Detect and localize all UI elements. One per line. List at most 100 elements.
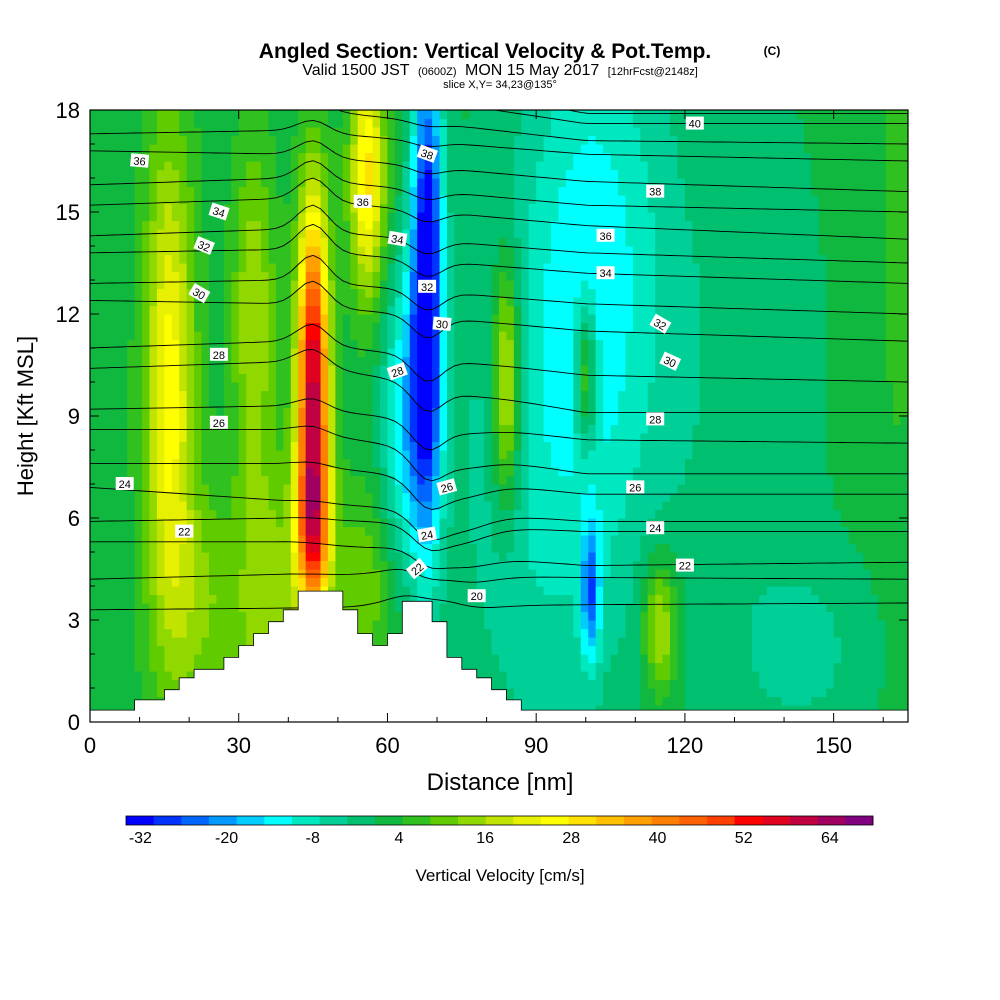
- velocity-cell: [722, 390, 731, 400]
- velocity-cell: [119, 339, 128, 349]
- velocity-cell: [595, 569, 604, 579]
- velocity-cell: [632, 348, 641, 358]
- velocity-cell: [365, 424, 374, 434]
- velocity-cell: [722, 679, 731, 689]
- velocity-cell: [290, 492, 299, 502]
- velocity-cell: [811, 399, 820, 409]
- velocity-cell: [766, 407, 775, 417]
- velocity-cell: [216, 518, 225, 528]
- velocity-cell: [484, 662, 493, 672]
- velocity-cell: [818, 492, 827, 502]
- velocity-cell: [662, 603, 671, 613]
- velocity-cell: [313, 441, 322, 451]
- velocity-cell: [722, 552, 731, 562]
- velocity-cell: [543, 696, 552, 706]
- velocity-cell: [380, 382, 389, 392]
- velocity-cell: [848, 467, 857, 477]
- velocity-cell: [380, 586, 389, 596]
- velocity-cell: [536, 620, 545, 630]
- velocity-cell: [261, 373, 270, 383]
- velocity-cell: [216, 594, 225, 604]
- velocity-cell: [751, 688, 760, 698]
- velocity-cell: [625, 518, 634, 528]
- velocity-cell: [692, 407, 701, 417]
- velocity-cell: [432, 492, 441, 502]
- velocity-cell: [543, 382, 552, 392]
- velocity-cell: [789, 501, 798, 511]
- velocity-cell: [766, 645, 775, 655]
- velocity-cell: [848, 509, 857, 519]
- velocity-cell: [171, 424, 180, 434]
- velocity-cell: [640, 399, 649, 409]
- velocity-cell: [632, 501, 641, 511]
- velocity-cell: [208, 645, 218, 655]
- velocity-cell: [491, 628, 500, 638]
- velocity-cell: [640, 373, 649, 383]
- velocity-cell: [164, 399, 173, 409]
- velocity-cell: [640, 424, 649, 434]
- velocity-cell: [647, 611, 656, 621]
- velocity-cell: [97, 458, 106, 468]
- velocity-cell: [446, 518, 455, 528]
- velocity-cell: [112, 339, 121, 349]
- velocity-cell: [156, 501, 165, 511]
- velocity-cell: [231, 373, 240, 383]
- velocity-cell: [528, 696, 537, 706]
- velocity-cell: [320, 467, 329, 477]
- velocity-cell: [439, 518, 448, 528]
- velocity-cell: [417, 458, 426, 468]
- velocity-cell: [119, 433, 128, 443]
- velocity-cell: [878, 603, 887, 613]
- velocity-cell: [781, 484, 790, 494]
- velocity-cell: [283, 450, 292, 460]
- velocity-cell: [454, 365, 463, 375]
- velocity-cell: [707, 356, 716, 366]
- velocity-cell: [357, 518, 366, 528]
- velocity-cell: [208, 390, 218, 400]
- velocity-cell: [506, 620, 515, 630]
- velocity-cell: [551, 348, 560, 358]
- velocity-cell: [603, 356, 612, 366]
- velocity-cell: [610, 492, 619, 502]
- velocity-cell: [551, 458, 560, 468]
- velocity-cell: [491, 441, 500, 451]
- velocity-cell: [885, 492, 894, 502]
- velocity-cell: [878, 671, 887, 681]
- velocity-cell: [736, 705, 745, 715]
- velocity-cell: [127, 339, 136, 349]
- velocity-cell: [454, 611, 463, 621]
- velocity-cell: [506, 492, 515, 502]
- velocity-cell: [253, 475, 262, 485]
- velocity-cell: [380, 569, 389, 579]
- velocity-cell: [208, 475, 218, 485]
- velocity-cell: [194, 467, 203, 477]
- velocity-cell: [573, 654, 582, 664]
- velocity-cell: [298, 416, 307, 426]
- velocity-cell: [506, 688, 515, 698]
- velocity-cell: [670, 382, 679, 392]
- velocity-cell: [201, 603, 210, 613]
- velocity-cell: [833, 594, 842, 604]
- velocity-cell: [327, 450, 336, 460]
- velocity-cell: [759, 484, 768, 494]
- velocity-cell: [818, 552, 827, 562]
- velocity-cell: [454, 373, 463, 383]
- velocity-cell: [469, 382, 478, 392]
- velocity-cell: [506, 645, 515, 655]
- velocity-cell: [238, 569, 247, 579]
- velocity-cell: [528, 424, 537, 434]
- velocity-cell: [112, 492, 121, 502]
- velocity-cell: [208, 407, 218, 417]
- velocity-cell: [573, 356, 582, 366]
- velocity-cell: [551, 433, 560, 443]
- velocity-cell: [149, 603, 158, 613]
- velocity-cell: [275, 348, 284, 358]
- velocity-cell: [194, 654, 203, 664]
- velocity-cell: [699, 458, 708, 468]
- velocity-cell: [119, 441, 128, 451]
- velocity-cell: [833, 586, 842, 596]
- velocity-cell: [796, 348, 805, 358]
- velocity-cell: [603, 484, 612, 494]
- velocity-cell: [499, 611, 508, 621]
- velocity-cell: [632, 628, 641, 638]
